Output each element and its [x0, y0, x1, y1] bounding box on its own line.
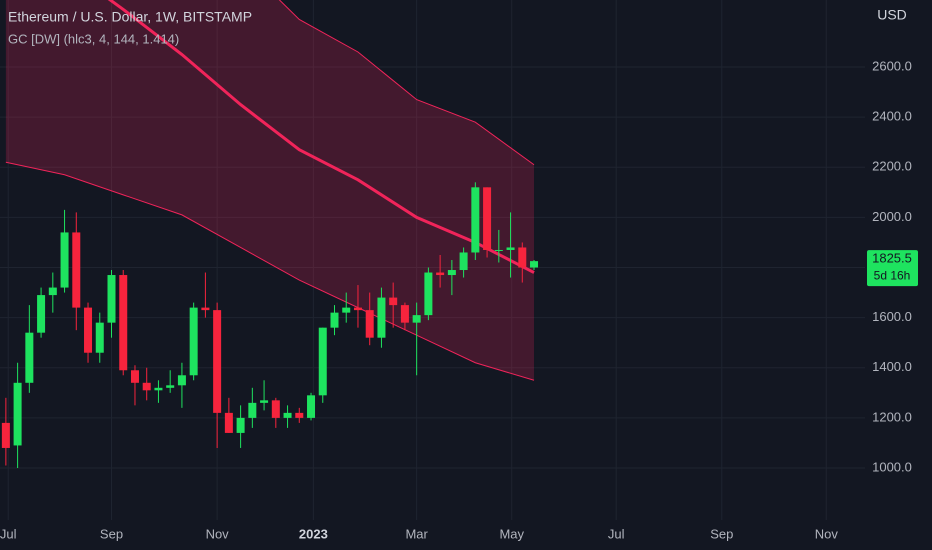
candle-body — [37, 295, 46, 333]
x-tick-label: Nov — [815, 526, 839, 541]
y-tick-label: 2600.0 — [872, 58, 912, 73]
x-tick-label: May — [499, 526, 524, 541]
candle-body — [130, 370, 139, 383]
candle-body — [483, 187, 492, 250]
candle-body — [13, 382, 22, 446]
candle-body — [424, 272, 433, 316]
x-tick-label: Nov — [206, 526, 230, 541]
candles — [1, 182, 539, 468]
countdown-label: 5d 16h — [874, 268, 911, 282]
price-label: 1825.5 — [872, 251, 912, 266]
candle-body — [84, 307, 93, 353]
candle-body — [224, 412, 233, 433]
candle-body — [330, 312, 339, 328]
candle-body — [213, 310, 222, 413]
candle-body — [72, 232, 81, 308]
candle-body — [236, 417, 245, 433]
candle-body — [119, 275, 128, 371]
y-axis-label: USD — [877, 7, 907, 23]
candle-body — [436, 272, 445, 276]
candle-body — [295, 412, 304, 418]
candle-body — [1, 422, 10, 448]
candle-body — [95, 322, 104, 353]
candle-body — [400, 305, 409, 323]
candle-body — [260, 400, 269, 403]
candle-body — [518, 247, 527, 268]
x-tick-label: Mar — [405, 526, 428, 541]
y-tick-label: 2400.0 — [872, 109, 912, 124]
upper-band — [278, 0, 535, 166]
candle-body — [471, 187, 480, 253]
candle-body — [342, 307, 351, 313]
candle-body — [271, 400, 280, 418]
x-tick-label: 2023 — [299, 526, 328, 541]
candle-body — [107, 275, 116, 323]
candle-body — [166, 385, 175, 388]
candle-body — [248, 402, 257, 418]
candle-body — [377, 297, 386, 338]
candle-body — [48, 287, 57, 296]
candle-body — [25, 332, 34, 383]
candle-body — [177, 375, 186, 386]
y-tick-label: 1200.0 — [872, 409, 912, 424]
chart-title: Ethereum / U.S. Dollar, 1W, BITSTAMP — [8, 9, 252, 25]
x-tick-label: Jul — [0, 526, 17, 541]
candle-body — [142, 382, 151, 391]
indicator-label: GC [DW] (hlc3, 4, 144, 1.414) — [8, 31, 179, 46]
y-tick-label: 1400.0 — [872, 359, 912, 374]
y-tick-label: 2000.0 — [872, 209, 912, 224]
axes: 1000.01200.01400.01600.01800.02000.02200… — [0, 58, 918, 541]
candle-body — [506, 247, 515, 250]
candle-body — [530, 261, 539, 268]
x-tick-label: Jul — [608, 526, 625, 541]
candle-body — [154, 387, 163, 391]
candle-body — [365, 310, 374, 338]
x-tick-label: Sep — [710, 526, 733, 541]
price-label-bg — [867, 250, 918, 287]
y-tick-label: 1600.0 — [872, 309, 912, 324]
candle-body — [494, 249, 503, 251]
candle-body — [447, 270, 456, 276]
candle-body — [60, 232, 69, 288]
candle-body — [307, 395, 316, 418]
candle-body — [318, 327, 327, 396]
middle-line — [107, 0, 535, 274]
band-fill — [5, 0, 535, 381]
candle-body — [283, 412, 292, 418]
candle-body — [189, 307, 198, 376]
lower-band — [5, 161, 535, 381]
candle-body — [389, 297, 398, 306]
candle-body — [412, 315, 421, 323]
x-tick-label: Sep — [100, 526, 123, 541]
y-tick-label: 2200.0 — [872, 159, 912, 174]
candle-body — [201, 307, 210, 311]
y-tick-label: 1000.0 — [872, 459, 912, 474]
candle-body — [353, 307, 362, 311]
candle-body — [459, 252, 468, 271]
indicator — [5, 0, 535, 381]
